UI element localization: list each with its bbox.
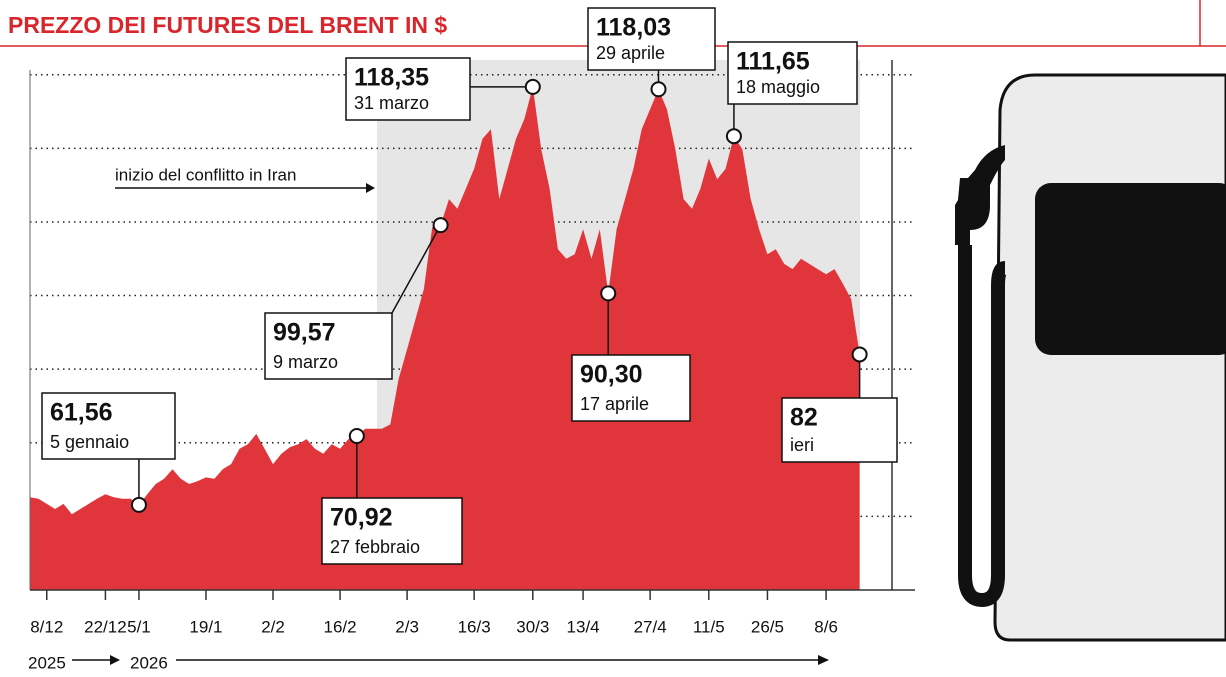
x-tick-label: 13/4 [567, 617, 600, 636]
value-label: 111,65 [736, 48, 810, 76]
point-marker [348, 428, 365, 445]
x-tick-label: 19/1 [189, 617, 222, 636]
conflict-annotation: inizio del conflitto in Iran [115, 165, 296, 184]
callout-box [321, 497, 463, 565]
callout-box [587, 7, 716, 71]
x-tick-label: 2/2 [261, 617, 285, 636]
x-tick-label: 16/2 [324, 617, 357, 636]
x-tick-label: 26/5 [751, 617, 784, 636]
x-tick-label: 27/4 [634, 617, 667, 636]
date-label: 27 febbraio [330, 537, 420, 557]
callout-line [391, 224, 442, 314]
value-label: 90,30 [580, 361, 643, 389]
year-label: 2025 [28, 653, 66, 672]
callout-box [571, 354, 691, 422]
area [30, 86, 860, 591]
x-tick-label: 30/3 [516, 617, 549, 636]
callout-box [727, 41, 858, 105]
x-tick-label: 16/3 [458, 617, 491, 636]
point-marker [725, 128, 742, 145]
x-tick-label: 11/5 [693, 617, 725, 636]
chart-title: PREZZO DEI FUTURES DEL BRENT IN $ [8, 12, 447, 38]
x-tick-label: 2/3 [395, 617, 419, 636]
fuel-pump-icon [955, 73, 1226, 642]
x-tick-label: 8/12 [30, 617, 63, 636]
date-label: 29 aprile [596, 43, 665, 63]
date-label: 18 maggio [736, 77, 820, 97]
date-label: 5 gennaio [50, 432, 129, 452]
date-label: 31 marzo [354, 93, 429, 113]
date-label: ieri [790, 435, 814, 455]
annotation-arrowhead [366, 183, 375, 193]
point-marker [600, 285, 617, 302]
x-tick-label: 5/1 [127, 617, 151, 636]
point-marker [432, 217, 449, 234]
value-label: 118,03 [596, 14, 671, 42]
point-marker [524, 78, 541, 95]
date-label: 9 marzo [273, 352, 338, 372]
point-marker [130, 496, 147, 513]
year-arrowhead [818, 655, 829, 665]
value-label: 99,57 [273, 319, 336, 347]
value-label: 82 [790, 404, 818, 432]
year-arrowhead [110, 655, 120, 665]
point-marker [851, 346, 868, 363]
annotations: 61,56 5 gennaio 70,92 27 febbraio 99,57 9 mar… [41, 7, 898, 565]
x-tick-label: 22/12 [84, 617, 127, 636]
callout-box [264, 312, 393, 380]
x-tick-label: 8/6 [814, 617, 838, 636]
callout-box [781, 397, 898, 463]
callout-box [345, 57, 471, 121]
point-marker [650, 81, 667, 98]
year-label: 2026 [130, 653, 168, 672]
value-label: 118,35 [354, 64, 429, 92]
value-label: 61,56 [50, 399, 113, 427]
plot [30, 86, 860, 591]
date-label: 17 aprile [580, 394, 649, 414]
value-label: 70,92 [330, 504, 393, 532]
callout-box [41, 392, 176, 460]
